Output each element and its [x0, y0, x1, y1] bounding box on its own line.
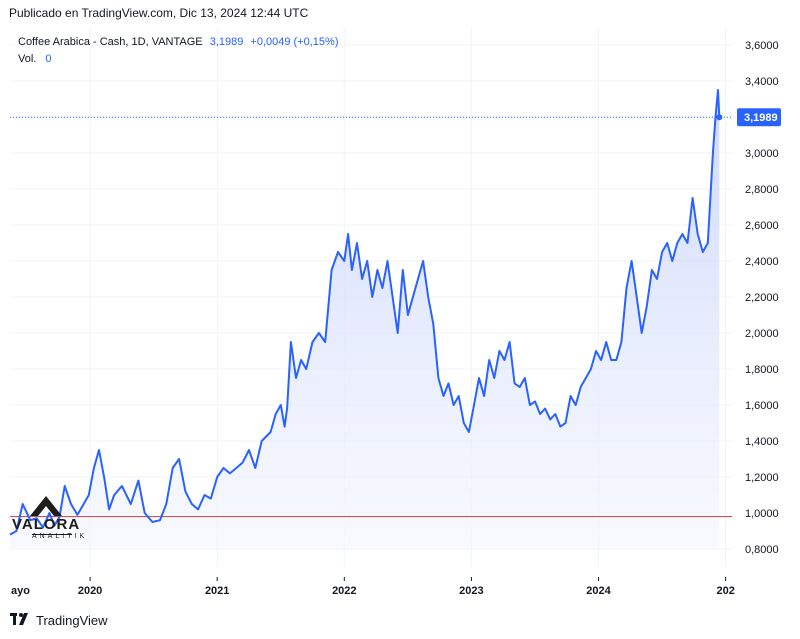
volume-label: Vol. — [18, 53, 37, 65]
published-caption: Publicado en TradingView.com, Dic 13, 20… — [9, 6, 309, 20]
tradingview-logo-icon — [10, 613, 32, 628]
valora-logo-icon — [30, 496, 72, 535]
x-tick-label: 202 — [716, 585, 734, 597]
last-price-tag: 3,1989 — [716, 108, 781, 127]
y-tick-label: 2,0000 — [745, 328, 779, 340]
y-tick-label: 3,4000 — [745, 76, 779, 88]
symbol-label[interactable]: Coffee Arabica - Cash, 1D, VANTAGE — [18, 36, 203, 48]
y-tick-label: 2,4000 — [745, 256, 779, 268]
y-tick-label: 2,2000 — [745, 292, 779, 304]
y-tick-label: 1,2000 — [745, 472, 779, 484]
price-line — [9, 89, 721, 536]
x-tick-label: ayo — [11, 585, 30, 597]
valora-watermark: VALORA ANALITIK — [12, 494, 87, 540]
volume-value: 0 — [45, 53, 52, 65]
footer-brand-label: TradingView — [36, 613, 108, 628]
y-tick-label: 2,8000 — [745, 184, 779, 196]
price-tag-text: 3,1989 — [744, 112, 778, 124]
chart-legend: Coffee Arabica - Cash, 1D, VANTAGE 3,198… — [18, 34, 339, 68]
y-tick-label: 1,0000 — [745, 508, 779, 520]
y-tick-label: 0,8000 — [745, 544, 779, 556]
reference-lines — [10, 116, 732, 518]
price-area — [10, 90, 720, 549]
x-tick-label: 2020 — [78, 585, 102, 597]
y-tick-label: 1,8000 — [745, 364, 779, 376]
last-value: 3,1989 — [209, 36, 244, 48]
watermark-main-text: VALORA — [12, 516, 81, 533]
price-tag-bg — [737, 108, 781, 127]
footer-brand[interactable]: TradingView — [10, 613, 108, 628]
area-fill-layer — [10, 90, 720, 549]
x-axis: ayo 2020 2021 2022 2023 2024 202 — [11, 577, 735, 597]
x-tick-label: 2023 — [459, 585, 483, 597]
x-tick-label: 2024 — [586, 585, 611, 597]
y-tick-label: 2,6000 — [745, 220, 779, 232]
x-tick-label: 2022 — [332, 585, 356, 597]
last-point-marker — [716, 114, 723, 121]
y-tick-label: 3,6000 — [745, 40, 779, 52]
y-tick-label: 3,0000 — [745, 148, 779, 160]
y-tick-label: 1,4000 — [745, 436, 779, 448]
price-line-layer — [9, 89, 721, 536]
watermark-sub-text: ANALITIK — [32, 533, 88, 540]
x-tick-label: 2021 — [205, 585, 229, 597]
change-value: +0,0049 (+0,15%) — [250, 36, 339, 48]
y-tick-label: 1,6000 — [745, 400, 779, 412]
